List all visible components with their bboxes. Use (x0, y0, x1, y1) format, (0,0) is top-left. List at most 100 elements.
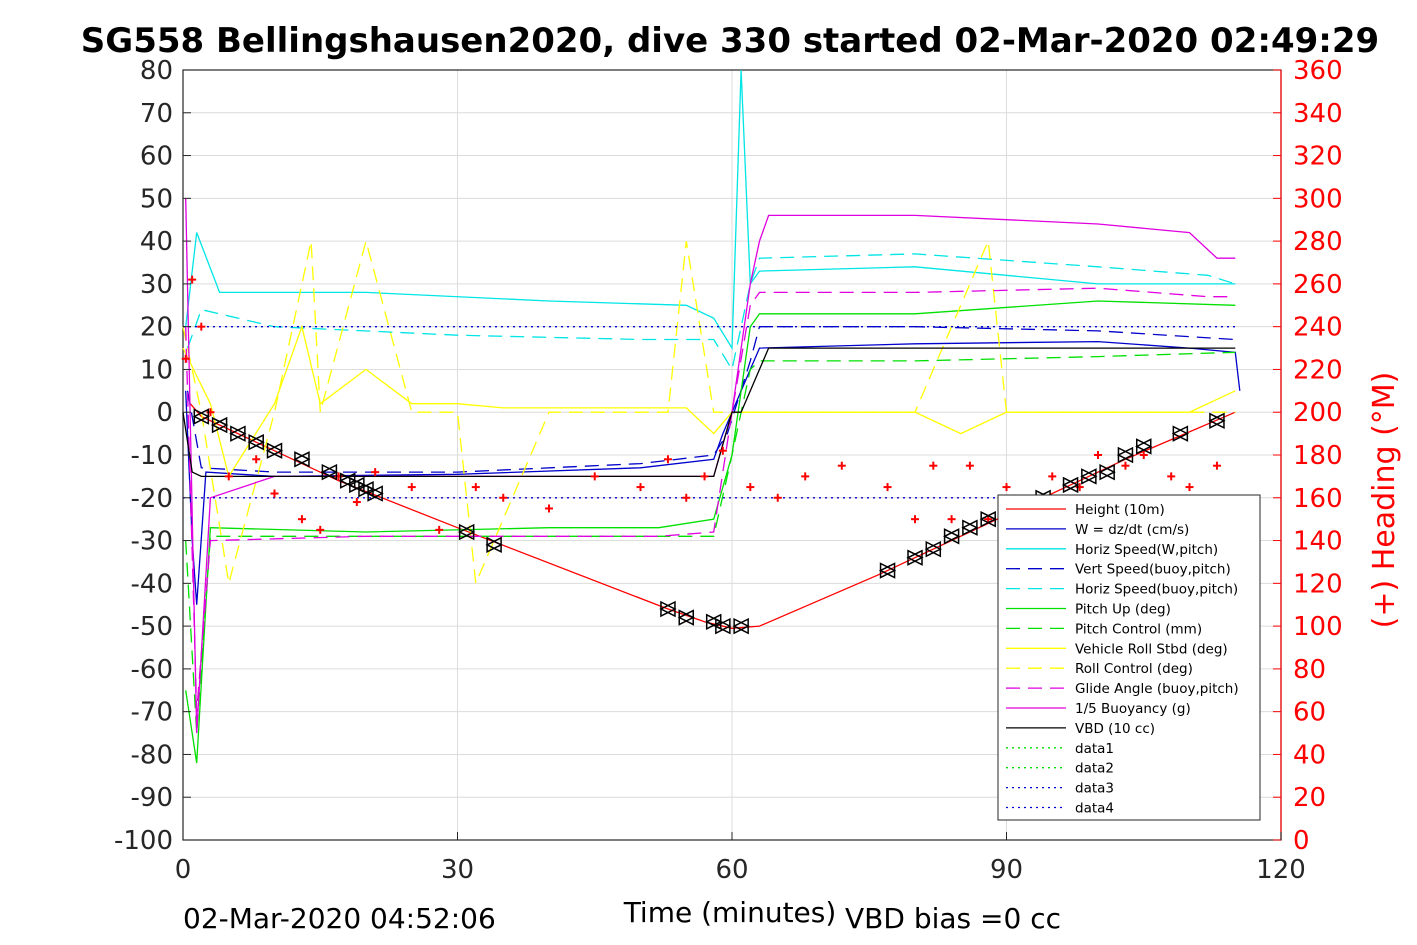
left-tick-label: -30 (131, 527, 173, 557)
left-tick-label: 20 (140, 313, 173, 343)
series-line-3 (185, 69, 1236, 351)
heading-point (1048, 472, 1057, 481)
footer-vbd-bias: VBD bias =0 cc (845, 902, 1061, 935)
series-line-8 (182, 324, 1236, 479)
left-tick-label: 80 (140, 56, 173, 86)
right-tick-label: 220 (1293, 355, 1343, 385)
dive-marker (878, 562, 897, 579)
right-tick-label: 0 (1293, 826, 1310, 856)
heading-point (663, 455, 672, 464)
heading-point (471, 483, 480, 492)
legend-item: VBD (10 cc) (1006, 721, 1155, 737)
dive-marker (714, 617, 732, 635)
legend-item: Horiz Speed(buoy,pitch) (1006, 582, 1238, 598)
left-tick-label: -60 (131, 655, 173, 685)
right-tick-label: 80 (1293, 655, 1326, 685)
dive-marker (1080, 468, 1098, 485)
legend-item: data3 (1006, 781, 1114, 797)
heading-point (316, 525, 325, 534)
legend-item: data1 (1006, 741, 1114, 757)
legend-item: Horiz Speed(W,pitch) (1006, 542, 1218, 558)
series-line-12 (182, 347, 1236, 478)
left-tick-label: -40 (131, 569, 173, 599)
dive-marker (1098, 463, 1116, 481)
legend-label: VBD (10 cc) (1075, 721, 1155, 737)
legend-label: W = dz/dt (cm/s) (1075, 522, 1189, 538)
left-tick-label: 10 (140, 355, 173, 385)
heading-point (435, 525, 444, 534)
heading-point (911, 515, 919, 524)
left-tick-label: 0 (156, 398, 173, 428)
heading-point (297, 515, 306, 524)
legend-item: Pitch Control (mm) (1006, 621, 1202, 637)
legend-label: Roll Control (deg) (1075, 661, 1193, 677)
left-tick-label: 50 (140, 184, 173, 214)
legend-item: Roll Control (deg) (1006, 661, 1193, 677)
legend-label: data4 (1075, 801, 1114, 817)
right-tick-label: 20 (1293, 783, 1326, 813)
dive-marker (677, 609, 695, 626)
legend-item: Vehicle Roll Stbd (deg) (1006, 641, 1228, 657)
dive-marker (942, 528, 961, 545)
dive-marker (732, 617, 750, 635)
dive-marker (1135, 438, 1153, 455)
left-tick-label: -100 (114, 826, 173, 856)
heading-point (1094, 451, 1102, 459)
x-tick-label: 30 (441, 855, 474, 885)
left-tick-label: 30 (140, 270, 173, 300)
heading-point (1002, 483, 1011, 492)
heading-point (252, 455, 261, 464)
left-tick-label: 40 (140, 227, 173, 257)
left-tick-label: -50 (131, 612, 173, 642)
heading-point (188, 275, 197, 284)
left-tick-label: -20 (131, 484, 173, 514)
legend-label: Horiz Speed(W,pitch) (1075, 542, 1218, 558)
dive-marker (320, 463, 339, 481)
legend-item: W = dz/dt (cm/s) (1006, 522, 1189, 538)
series-line-4 (186, 326, 1236, 473)
heading-point (1121, 461, 1130, 470)
legend-label: Height (10m) (1075, 502, 1165, 518)
dive-marker (1171, 425, 1190, 442)
heading-layer (181, 275, 1240, 534)
left-tick-label: -70 (131, 698, 173, 728)
heading-point (746, 483, 755, 492)
legend-label: Pitch Up (deg) (1075, 602, 1171, 618)
right-tick-label: 180 (1293, 441, 1343, 471)
legend-item: Glide Angle (buoy,pitch) (1006, 681, 1239, 697)
heading-point (1185, 483, 1194, 492)
legend-item: Pitch Up (deg) (1006, 602, 1171, 618)
series-line-2 (185, 340, 1241, 605)
heading-point (545, 504, 553, 513)
dive-marker (457, 523, 476, 541)
x-tick-label: 120 (1256, 855, 1306, 885)
dive-marker (485, 536, 503, 554)
left-tick-label: 70 (140, 99, 173, 129)
right-tick-label: 300 (1293, 184, 1343, 214)
legend-label: data3 (1075, 781, 1114, 797)
heading-point (883, 483, 892, 492)
heading-point (181, 354, 190, 363)
dive-marker (979, 510, 997, 528)
heading-point (682, 493, 691, 502)
heading-point (929, 461, 938, 470)
heading-point (1212, 461, 1221, 470)
dive-marker (1116, 446, 1135, 464)
heading-point (1167, 472, 1176, 481)
right-tick-label: 140 (1293, 527, 1343, 557)
dive-marker (924, 540, 942, 558)
dive-marker (1061, 476, 1080, 494)
legend-label: Vert Speed(buoy,pitch) (1075, 562, 1231, 578)
series-line-11 (185, 198, 1236, 734)
right-tick-label: 120 (1293, 569, 1343, 599)
dive-marker (210, 416, 229, 434)
legend-label: Glide Angle (buoy,pitch) (1075, 681, 1239, 697)
left-tick-label: -90 (131, 783, 173, 813)
dive-marker (229, 425, 247, 442)
right-tick-label: 260 (1293, 270, 1343, 300)
right-tick-label: 40 (1293, 740, 1326, 770)
right-tick-label: 340 (1293, 99, 1343, 129)
legend-label: data2 (1075, 761, 1114, 777)
dive-marker (906, 549, 924, 566)
dive-marker (293, 451, 311, 468)
